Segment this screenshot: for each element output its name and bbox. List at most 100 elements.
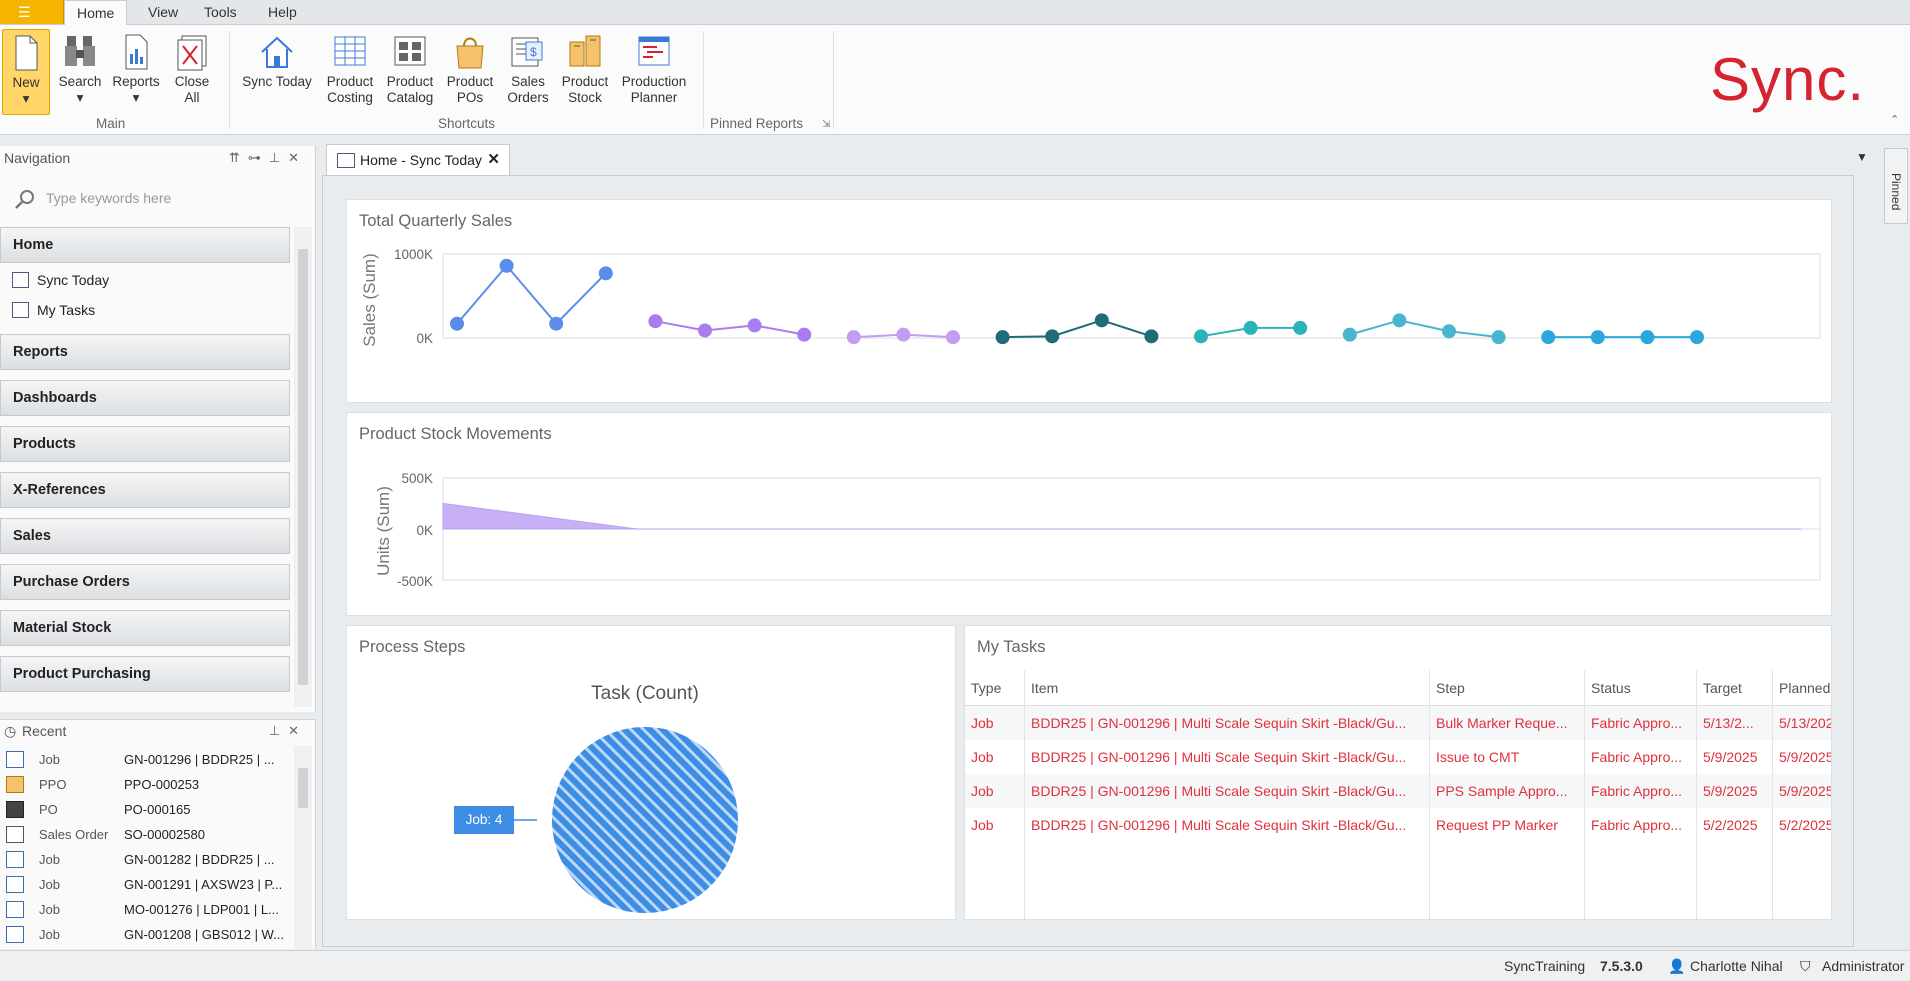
- job-icon: [6, 876, 24, 893]
- scrollbar-thumb[interactable]: [298, 249, 308, 685]
- task-planned: 5/9/2025: [1779, 749, 1832, 765]
- reports-button[interactable]: Reports ▾: [110, 29, 162, 115]
- quarterly-sales-chart[interactable]: Sales (Sum) 1000K 0K: [347, 200, 1833, 404]
- pinned-side-panel[interactable]: Pinned: [1884, 148, 1908, 224]
- expand-all-icon[interactable]: ⇈: [228, 150, 248, 165]
- ribbon-separator: [833, 31, 834, 129]
- product-stock-button[interactable]: Product Stock: [558, 29, 612, 115]
- stock-movements-chart[interactable]: Units (Sum) 500K 0K -500K: [347, 413, 1833, 617]
- recent-item[interactable]: Job GN-001291 | AXSW23 | P...: [0, 872, 292, 897]
- close-icon[interactable]: ✕: [288, 723, 307, 738]
- nav-item-sync-today[interactable]: Sync Today: [12, 269, 109, 291]
- sales-orders-button[interactable]: $ Sales Orders: [502, 29, 554, 115]
- collapse-ribbon-icon[interactable]: ⌃: [1890, 114, 1900, 126]
- task-step: PPS Sample Appro...: [1436, 783, 1568, 799]
- production-planner-button[interactable]: Production Planner: [616, 29, 692, 115]
- nav-group-product-purchasing[interactable]: Product Purchasing: [0, 656, 290, 692]
- column-header[interactable]: Status: [1591, 680, 1631, 696]
- product-catalog-button[interactable]: Product Catalog: [382, 29, 438, 115]
- dialog-launcher-icon[interactable]: ⇲: [822, 119, 831, 130]
- document-tab[interactable]: Home - Sync Today ✕: [326, 144, 510, 176]
- nav-group-purchase-orders[interactable]: Purchase Orders: [0, 564, 290, 600]
- scrollbar-thumb[interactable]: [298, 768, 308, 808]
- catalog-icon: [394, 36, 426, 66]
- sync-today-button[interactable]: Sync Today: [240, 29, 314, 115]
- navigation-search-input[interactable]: Type keywords here: [10, 184, 300, 212]
- column-divider: [1584, 670, 1585, 919]
- nav-group-home[interactable]: Home: [0, 227, 290, 263]
- task-target: 5/9/2025: [1703, 783, 1758, 799]
- data-point: [648, 314, 663, 329]
- close-all-button[interactable]: Close All: [166, 29, 218, 115]
- task-target: 5/13/2...: [1703, 715, 1754, 731]
- recent-type: Job: [39, 902, 60, 917]
- recent-item[interactable]: PO PO-000165: [0, 797, 292, 822]
- nav-group-dashboards[interactable]: Dashboards: [0, 380, 290, 416]
- recent-item[interactable]: Job GN-001208 | GBS012 | W...: [0, 922, 292, 947]
- tree-icon[interactable]: ⊶: [247, 150, 269, 165]
- y-tick-label: 0K: [416, 523, 433, 538]
- navigation-toolbar: ⇈⊶⊥✕: [229, 150, 307, 166]
- recent-item[interactable]: Sales Order SO-00002580: [0, 822, 292, 847]
- search-button[interactable]: Search ▾: [54, 29, 106, 115]
- product-stock-sub: Stock: [568, 90, 602, 105]
- recent-item[interactable]: PPO PPO-000253: [0, 772, 292, 797]
- series-line: [456, 264, 607, 326]
- task-step: Request PP Marker: [1436, 817, 1558, 833]
- recent-item[interactable]: Job MO-001276 | LDP001 | L...: [0, 897, 292, 922]
- nav-group-sales[interactable]: Sales: [0, 518, 290, 554]
- table-row[interactable]: Job BDDR25 | GN-001296 | Multi Scale Seq…: [965, 808, 1831, 842]
- process-steps-chart[interactable]: Task (Count): [347, 626, 957, 921]
- column-divider: [1429, 670, 1430, 919]
- close-icon[interactable]: ✕: [288, 150, 307, 165]
- recent-item[interactable]: Job GN-001282 | BDDR25 | ...: [0, 847, 292, 872]
- table-row[interactable]: Job BDDR25 | GN-001296 | Multi Scale Seq…: [965, 706, 1831, 740]
- series-line: [1349, 319, 1499, 339]
- nav-group-material-stock[interactable]: Material Stock: [0, 610, 290, 646]
- recent-type: Job: [39, 877, 60, 892]
- column-header[interactable]: Step: [1436, 680, 1465, 696]
- recent-value: PPO-000253: [124, 777, 200, 792]
- data-point: [698, 323, 712, 338]
- tab-list-dropdown-icon[interactable]: ▼: [1856, 150, 1868, 164]
- close-all-icon: [177, 35, 207, 71]
- new-button[interactable]: New ▾: [2, 29, 50, 115]
- user-icon: 👤: [1668, 958, 1686, 974]
- nav-group-reports[interactable]: Reports: [0, 334, 290, 370]
- data-point: [995, 330, 1010, 345]
- close-tab-icon[interactable]: ✕: [487, 151, 500, 168]
- new-document-icon: [15, 35, 38, 71]
- nav-item-my-tasks[interactable]: My Tasks: [12, 299, 95, 321]
- product-pos-button[interactable]: Product POs: [442, 29, 498, 115]
- stock-boxes-icon: [569, 35, 601, 67]
- column-header[interactable]: Type: [971, 680, 1002, 696]
- nav-group-x-references[interactable]: X-References: [0, 472, 290, 508]
- sync-today-label: Sync Today: [242, 74, 312, 89]
- recent-scrollbar[interactable]: [294, 746, 312, 950]
- column-header[interactable]: Planned: [1779, 680, 1831, 696]
- table-row[interactable]: Job BDDR25 | GN-001296 | Multi Scale Seq…: [965, 774, 1831, 808]
- tab-help[interactable]: Help: [268, 4, 297, 20]
- task-status: Fabric Appro...: [1591, 817, 1683, 833]
- navigation-scrollbar[interactable]: [294, 227, 312, 707]
- pin-icon[interactable]: ⊥: [268, 723, 289, 738]
- recent-type: Job: [39, 752, 60, 767]
- shopping-bag-icon: [456, 37, 484, 69]
- recent-item[interactable]: Job GN-001296 | BDDR25 | ...: [0, 747, 292, 772]
- tab-home[interactable]: Home: [64, 0, 128, 26]
- stock-movements-title: Product Stock Movements: [359, 425, 552, 443]
- pin-icon[interactable]: ⊥: [268, 150, 289, 165]
- table-row[interactable]: Job BDDR25 | GN-001296 | Multi Scale Seq…: [965, 740, 1832, 774]
- user-name[interactable]: Charlotte Nihal: [1690, 958, 1783, 974]
- process-steps-title: Process Steps: [359, 638, 466, 656]
- column-header[interactable]: Item: [1031, 680, 1059, 696]
- product-costing-button[interactable]: Product Costing: [322, 29, 378, 115]
- plot-area: [442, 253, 1821, 339]
- nav-group-products[interactable]: Products: [0, 426, 290, 462]
- column-header[interactable]: Target: [1703, 680, 1742, 696]
- tab-view[interactable]: View: [148, 4, 179, 20]
- tab-tools[interactable]: Tools: [204, 4, 237, 20]
- data-point: [1590, 330, 1605, 345]
- app-menu-button[interactable]: ☰: [0, 0, 64, 24]
- data-point: [1194, 329, 1208, 344]
